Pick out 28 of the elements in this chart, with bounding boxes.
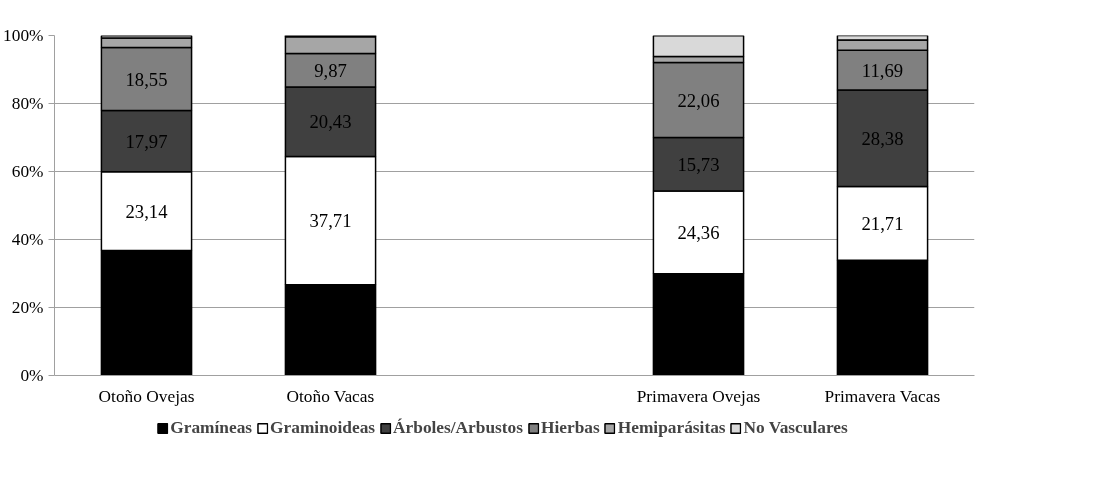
data-label: 11,69 (861, 59, 904, 81)
legend-label: Hierbas (541, 418, 600, 438)
y-tick-label: 0% (20, 366, 44, 385)
y-tick-label: 60% (11, 162, 44, 181)
data-label: 37,71 (309, 210, 352, 232)
data-label: 17,97 (125, 130, 168, 152)
y-tick-label: 80% (11, 94, 44, 113)
data-label: 28,38 (861, 127, 904, 149)
legend-label: Graminoideas (270, 418, 376, 438)
legend-label: Hemiparásitas (617, 418, 726, 438)
x-tick-label: Primavera Vacas (824, 386, 941, 406)
legend-label: Árboles/Arbustos (393, 418, 524, 438)
data-label: 23,14 (125, 200, 169, 222)
data-label: 22,06 (677, 89, 720, 111)
data-label: 20,43 (309, 111, 352, 133)
legend-label: Gramíneas (170, 418, 253, 438)
legend-label: No Vasculares (743, 418, 848, 438)
y-tick-label: 100% (3, 26, 44, 45)
y-tick-label: 20% (11, 298, 44, 317)
x-tick-label: Otoño Vacas (286, 386, 375, 406)
x-tick-label: Otoño Ovejas (98, 386, 195, 406)
data-label: 15,73 (677, 153, 720, 175)
x-tick-label: Primavera Ovejas (636, 386, 761, 406)
y-tick-label: 40% (11, 230, 44, 249)
data-label: 21,71 (861, 212, 904, 234)
data-label: 24,36 (677, 221, 720, 243)
data-label: 18,55 (125, 68, 168, 90)
data-label: 9,87 (314, 59, 347, 81)
